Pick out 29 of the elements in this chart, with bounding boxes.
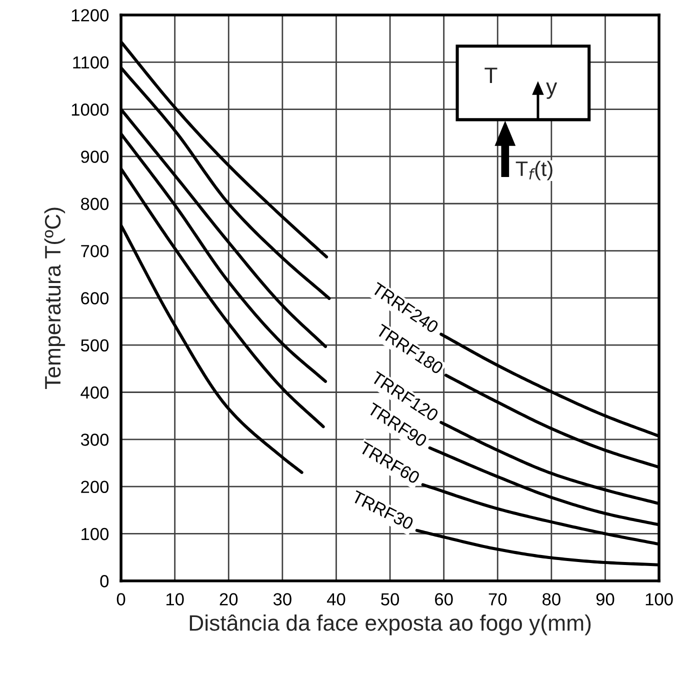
x-tick-label: 30 [273, 593, 292, 606]
y-tick-label: 100 [82, 528, 109, 540]
x-tick-label: 40 [326, 593, 346, 606]
y-tick-label: 400 [80, 386, 109, 399]
annotation: y [546, 82, 558, 99]
x-axis-title: Distância da face exposta ao fogo y(mm) [190, 614, 591, 636]
annotation: T$_{f}$(t) [516, 160, 552, 180]
y-tick-label: 200 [81, 480, 109, 494]
y-tick-label: 600 [81, 292, 109, 304]
y-tick-label: 1000 [72, 103, 109, 116]
x-tick-label: 20 [220, 593, 238, 606]
x-tick-label: 90 [596, 593, 614, 606]
x-tick-label: 80 [542, 593, 560, 606]
y-tick-label: 700 [81, 244, 109, 258]
y-tick-label: 900 [81, 150, 109, 163]
y-tick-label: 800 [81, 198, 109, 210]
y-axis-title: Temperatura T(ºC) [44, 208, 66, 389]
x-tick-label: 60 [435, 593, 453, 606]
annotation: T [484, 68, 498, 83]
y-tick-label: 300 [80, 434, 109, 446]
y-tick-label: 1100 [73, 56, 109, 69]
x-tick-label: 50 [381, 593, 399, 606]
x-tick-label: 70 [488, 593, 507, 606]
x-tick-label: 0 [116, 593, 126, 606]
x-tick-label: 10 [166, 593, 184, 606]
y-tick-label: 0 [100, 575, 109, 588]
y-tick-label: 1200 [72, 9, 109, 22]
x-tick-label: 100 [646, 593, 673, 606]
y-tick-label: 500 [80, 339, 109, 352]
